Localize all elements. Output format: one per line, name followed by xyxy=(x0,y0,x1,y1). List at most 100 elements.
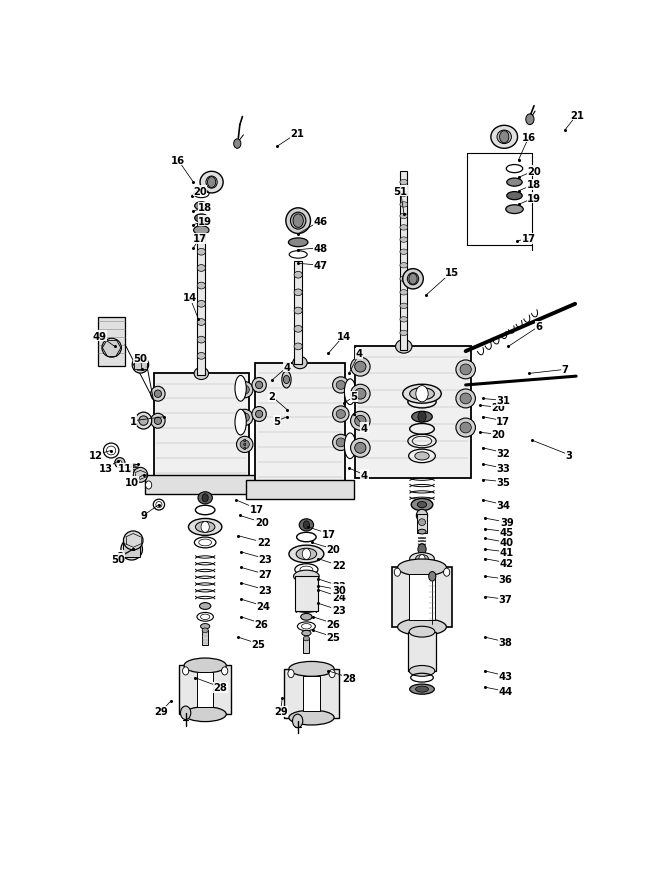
Ellipse shape xyxy=(188,519,222,536)
Bar xyxy=(180,666,231,715)
Text: 23: 23 xyxy=(259,554,272,564)
Ellipse shape xyxy=(400,180,408,186)
Text: 50: 50 xyxy=(111,554,125,564)
Text: 19: 19 xyxy=(198,217,212,226)
Text: 14: 14 xyxy=(182,293,197,303)
Ellipse shape xyxy=(240,386,249,395)
Ellipse shape xyxy=(460,423,471,433)
Ellipse shape xyxy=(303,637,310,641)
Ellipse shape xyxy=(412,412,432,423)
Bar xyxy=(355,347,471,479)
Text: 14: 14 xyxy=(337,332,351,341)
Text: 39: 39 xyxy=(500,517,514,528)
Ellipse shape xyxy=(355,362,366,373)
Ellipse shape xyxy=(333,435,349,451)
Circle shape xyxy=(394,568,400,576)
Text: 31: 31 xyxy=(496,396,511,406)
Ellipse shape xyxy=(197,265,206,272)
Ellipse shape xyxy=(294,308,302,315)
Ellipse shape xyxy=(402,269,423,289)
Ellipse shape xyxy=(290,213,306,230)
Text: 26: 26 xyxy=(255,619,269,629)
Circle shape xyxy=(288,670,294,678)
Text: 35: 35 xyxy=(496,477,510,487)
Circle shape xyxy=(244,385,246,388)
Ellipse shape xyxy=(416,510,428,522)
Circle shape xyxy=(293,215,303,228)
Bar xyxy=(202,631,208,645)
Text: 41: 41 xyxy=(500,547,514,557)
Text: 49: 49 xyxy=(92,332,106,341)
Circle shape xyxy=(418,544,426,555)
Circle shape xyxy=(292,715,303,728)
Ellipse shape xyxy=(237,410,253,426)
Text: 20: 20 xyxy=(193,187,207,196)
Circle shape xyxy=(418,412,426,423)
Ellipse shape xyxy=(460,394,471,404)
Bar xyxy=(408,632,436,671)
Ellipse shape xyxy=(506,205,523,214)
Ellipse shape xyxy=(410,389,434,400)
Text: 16: 16 xyxy=(171,155,185,166)
Ellipse shape xyxy=(344,433,356,459)
Bar xyxy=(295,576,318,612)
Ellipse shape xyxy=(289,710,334,725)
Ellipse shape xyxy=(410,684,434,695)
Ellipse shape xyxy=(197,337,206,344)
Text: 17: 17 xyxy=(522,234,536,244)
Text: 46: 46 xyxy=(313,217,328,226)
Circle shape xyxy=(429,572,436,581)
Text: 42: 42 xyxy=(500,558,514,568)
Circle shape xyxy=(244,412,246,415)
Text: 40: 40 xyxy=(500,538,514,548)
Ellipse shape xyxy=(416,687,428,693)
Text: 32: 32 xyxy=(497,448,510,458)
Ellipse shape xyxy=(407,274,418,286)
Circle shape xyxy=(244,439,246,442)
Ellipse shape xyxy=(296,549,317,560)
Text: 5: 5 xyxy=(351,392,357,402)
Ellipse shape xyxy=(507,192,522,201)
Text: 19: 19 xyxy=(527,194,541,203)
Text: 20: 20 xyxy=(491,430,505,439)
Ellipse shape xyxy=(344,380,356,405)
Ellipse shape xyxy=(123,531,143,550)
Circle shape xyxy=(244,393,246,396)
Text: 21: 21 xyxy=(570,111,584,120)
Text: 36: 36 xyxy=(499,574,512,584)
Ellipse shape xyxy=(294,326,302,332)
Text: 17: 17 xyxy=(249,504,264,514)
Ellipse shape xyxy=(302,631,311,636)
Ellipse shape xyxy=(200,602,211,610)
Text: 5: 5 xyxy=(274,417,280,426)
Ellipse shape xyxy=(400,250,408,255)
Circle shape xyxy=(202,495,208,503)
Bar xyxy=(303,676,320,711)
Ellipse shape xyxy=(286,209,310,234)
Ellipse shape xyxy=(115,458,125,468)
Text: 26: 26 xyxy=(327,619,341,629)
Text: 27: 27 xyxy=(259,569,272,580)
Ellipse shape xyxy=(400,331,408,336)
Circle shape xyxy=(244,421,246,424)
Text: 23: 23 xyxy=(332,605,345,616)
Ellipse shape xyxy=(301,614,312,621)
Text: 24: 24 xyxy=(332,592,346,602)
Text: 43: 43 xyxy=(498,671,512,681)
Bar xyxy=(198,218,204,225)
Ellipse shape xyxy=(400,303,408,310)
Bar xyxy=(400,171,407,351)
Text: 48: 48 xyxy=(313,244,328,253)
Text: 37: 37 xyxy=(499,595,512,604)
Text: 24: 24 xyxy=(257,602,271,611)
Ellipse shape xyxy=(132,357,149,374)
Circle shape xyxy=(409,274,417,285)
Text: 20: 20 xyxy=(491,403,505,413)
Ellipse shape xyxy=(355,389,366,400)
Ellipse shape xyxy=(351,358,370,377)
Text: 21: 21 xyxy=(290,129,305,139)
Ellipse shape xyxy=(121,538,143,560)
Bar xyxy=(197,224,206,375)
Circle shape xyxy=(303,521,310,530)
Bar xyxy=(284,669,339,717)
